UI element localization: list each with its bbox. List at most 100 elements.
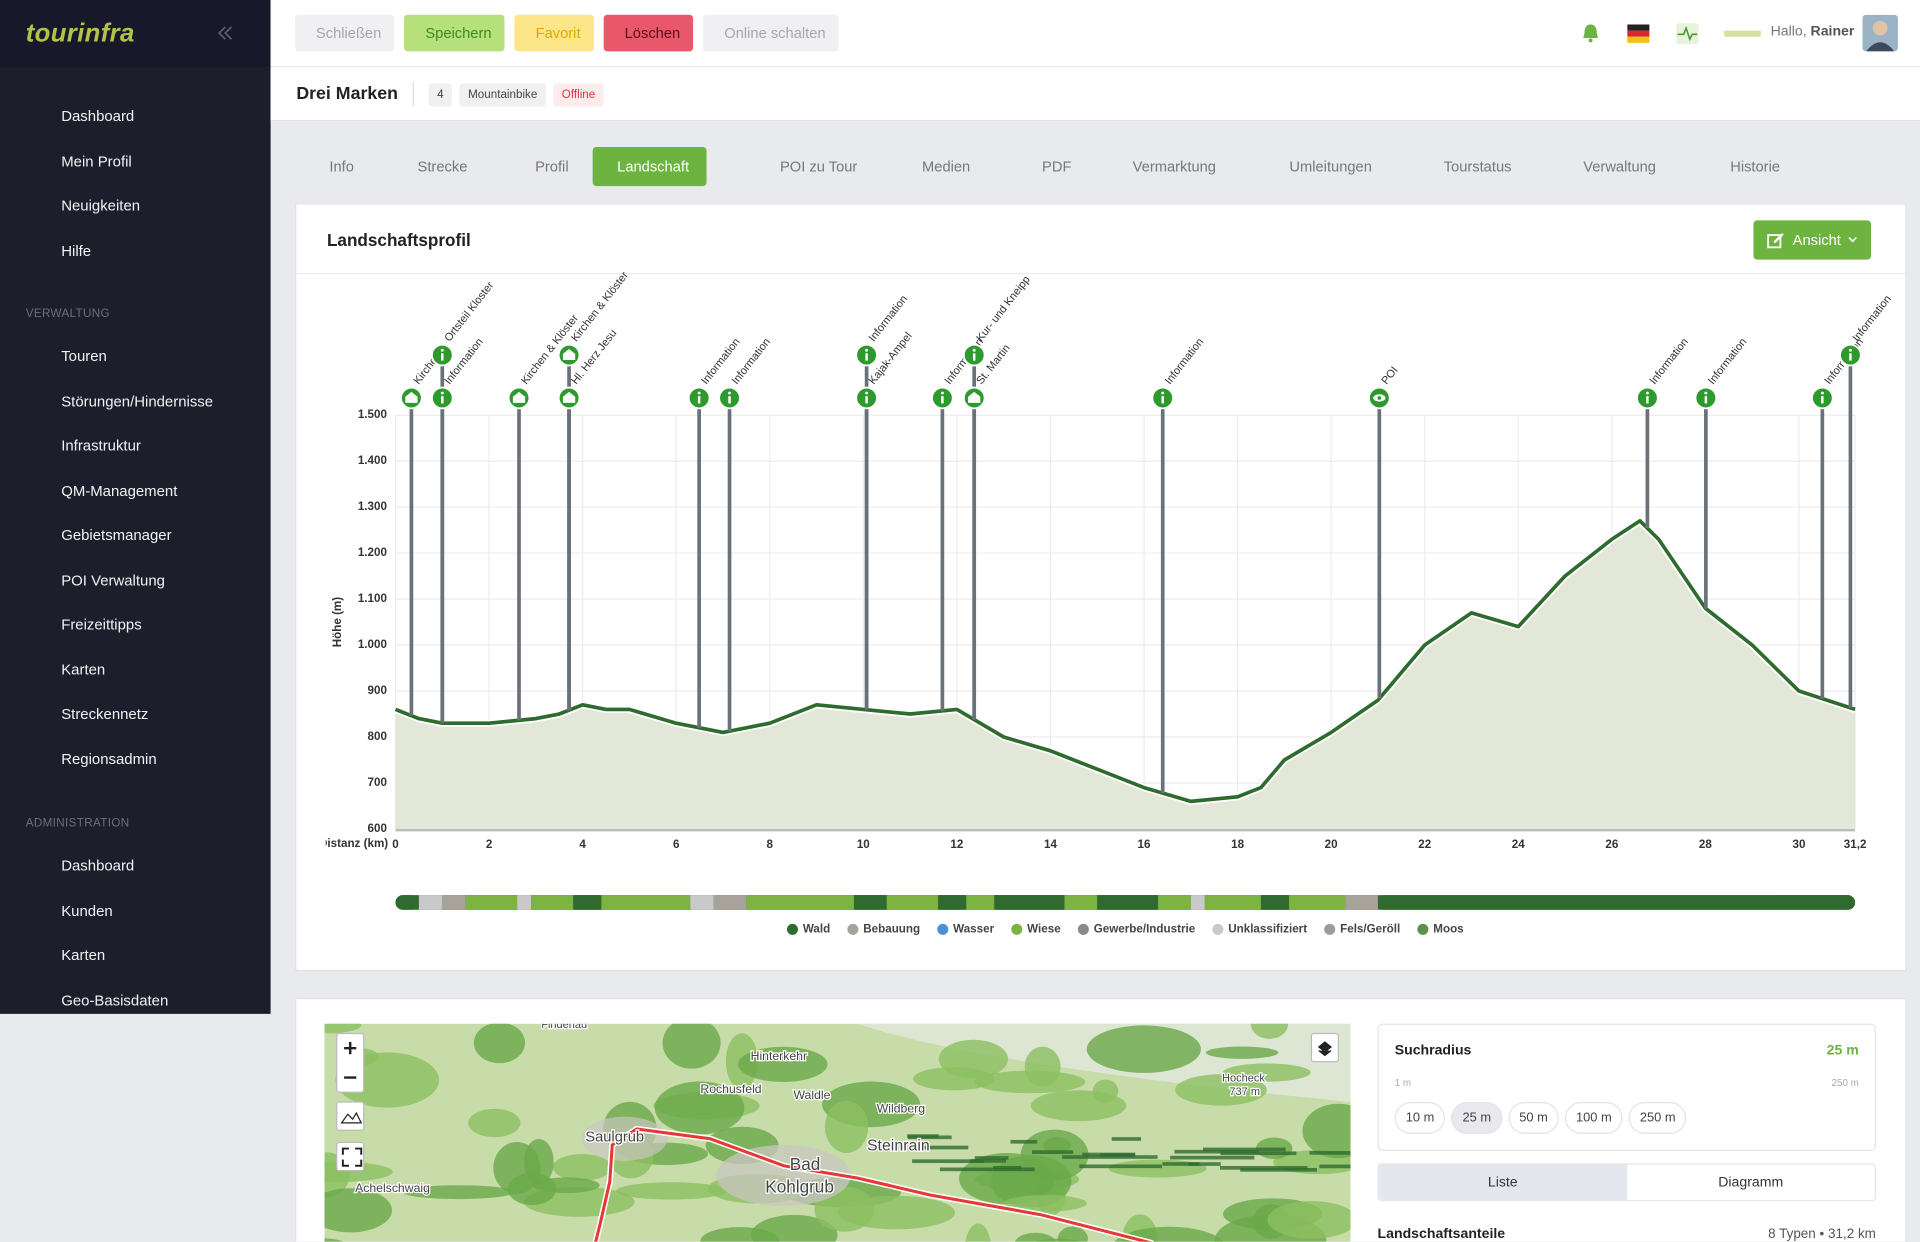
view-tab[interactable]: Liste [1378,1164,1627,1200]
toolbar-button[interactable]: Favorit [514,14,595,52]
tab[interactable]: Umleitungen [1282,147,1372,186]
radius-max: 250 m [1831,1077,1859,1089]
poi-marker[interactable] [962,343,986,367]
tab[interactable]: Tourstatus [1436,147,1512,186]
poi-marker[interactable] [687,386,711,410]
poi-marker[interactable] [931,386,954,410]
nav-item[interactable]: Dashboard [0,104,271,128]
y-tick-label: 900 [368,684,387,697]
map-strip [1319,1164,1351,1169]
radius-option[interactable]: 50 m [1508,1102,1559,1134]
legend: Wald Bebauung Wasser Wiese Gewerbe/Industrie… [786,922,1464,935]
zoom-in[interactable] [344,1042,357,1055]
legend-swatch [786,923,798,935]
map-strip [918,1145,969,1150]
poi-marker[interactable] [718,386,741,410]
radius-option[interactable]: 10 m [1394,1102,1446,1134]
map-place-label: Findenau [541,1024,587,1031]
poi-marker[interactable] [507,386,531,410]
nav-item[interactable]: Neuigkeiten [0,193,271,217]
tab[interactable]: Info [322,147,354,186]
tab[interactable]: Medien [915,147,970,186]
tab[interactable]: Historie [1723,147,1780,186]
toolbar-button[interactable]: Online schalten [703,14,840,52]
user-greeting[interactable]: Hallo, Rainer [1771,24,1855,39]
map-place-label: 737 m [1229,1086,1260,1098]
y-tick-label: 700 [368,776,387,789]
nav-label: Touren [61,347,107,365]
nav-item[interactable]: POI Verwaltung [0,568,271,592]
radius-option[interactable]: 25 m [1451,1102,1503,1134]
poi-marker[interactable] [1839,343,1862,367]
x-tick-label: 4 [579,838,586,851]
map-strip [1219,1166,1308,1170]
tab[interactable]: Profil [528,147,568,186]
poi-icon [1820,391,1824,395]
profile-icon [340,1111,363,1124]
poi-marker[interactable] [1811,386,1834,410]
tab[interactable]: Vermarktung [1125,147,1216,186]
elevation-line [394,519,1856,804]
map-strip [1170,1155,1255,1160]
nav-item[interactable]: Dashboard [0,853,271,877]
poi-marker[interactable] [855,343,878,367]
poi-icon [968,391,981,403]
nav-item[interactable]: Streckennetz [0,702,271,726]
poi-marker[interactable] [1636,386,1659,410]
sidebar: tourinfra Dashboard Mein Profil Neuigkeite… [0,0,271,1014]
poi-marker[interactable] [1368,386,1391,410]
nav-item[interactable]: Infrastruktur [0,433,271,457]
poi-marker[interactable] [430,343,454,367]
nav-item[interactable]: Hilfe [0,238,271,262]
map-forest [1024,1046,1061,1087]
button-label: Favorit [535,24,581,42]
user-name: Rainer [1810,24,1855,40]
divider [412,82,414,107]
zoom-control[interactable] [336,1032,365,1093]
map-forest [1250,1023,1289,1039]
nav-label: Freizeittipps [61,615,142,634]
tab[interactable]: POI zu Tour [773,147,857,186]
tab[interactable]: Strecke [410,147,468,186]
avatar[interactable] [1862,14,1898,52]
poi-marker[interactable] [1151,386,1175,410]
landscape-segment [517,895,532,910]
toolbar-button[interactable]: Schließen [295,14,395,52]
nav-item[interactable]: Touren [0,344,271,368]
nav-item[interactable]: Karten [0,943,271,967]
poi-icon [1821,396,1824,404]
tab[interactable]: Landschaft [592,146,707,187]
nav-item[interactable]: Mein Profil [0,149,271,173]
radius-option[interactable]: 100 m [1564,1102,1623,1134]
map[interactable]: Findenau Hinterkehr Rochusfeld Waldle Saulgr… [324,1023,1351,1242]
nav-item[interactable]: Gebietsmanager [0,523,271,547]
tab[interactable]: PDF [1035,147,1071,186]
x-tick-label: 18 [1231,838,1244,851]
tab[interactable]: Verwaltung [1576,147,1656,186]
nav-item[interactable]: Geo-Basisdaten [0,988,271,1012]
toolbar-button[interactable]: Speichern [404,14,506,52]
poi-marker[interactable] [400,386,423,410]
landscape-segment [853,895,887,910]
nav-item[interactable]: Regionsadmin [0,746,271,770]
poi-marker[interactable] [557,386,581,410]
nav-item[interactable]: Freizeittipps [0,612,271,636]
nav-item[interactable]: Karten [0,657,271,681]
poi-icon [865,348,869,352]
nav-item[interactable]: Kunden [0,898,271,922]
view-tab[interactable]: Diagramm [1626,1164,1875,1200]
poi-marker[interactable] [855,386,878,410]
view-button[interactable]: Ansicht [1753,220,1872,260]
nav-item[interactable]: QM-Management [0,478,271,502]
toolbar-button[interactable]: Löschen [603,14,694,52]
radius-option[interactable]: 250 m [1628,1102,1687,1134]
collapse-icon[interactable] [217,24,233,41]
nav-item[interactable]: Störungen/Hindernisse [0,389,271,413]
x-tick-label: 30 [1792,838,1805,851]
map-strip [907,1134,939,1138]
poi-marker[interactable] [557,343,581,367]
poi-marker[interactable] [1694,386,1718,410]
poi-marker[interactable] [962,386,986,410]
poi-marker[interactable] [430,386,454,410]
tab-label: Verwaltung [1583,157,1656,176]
